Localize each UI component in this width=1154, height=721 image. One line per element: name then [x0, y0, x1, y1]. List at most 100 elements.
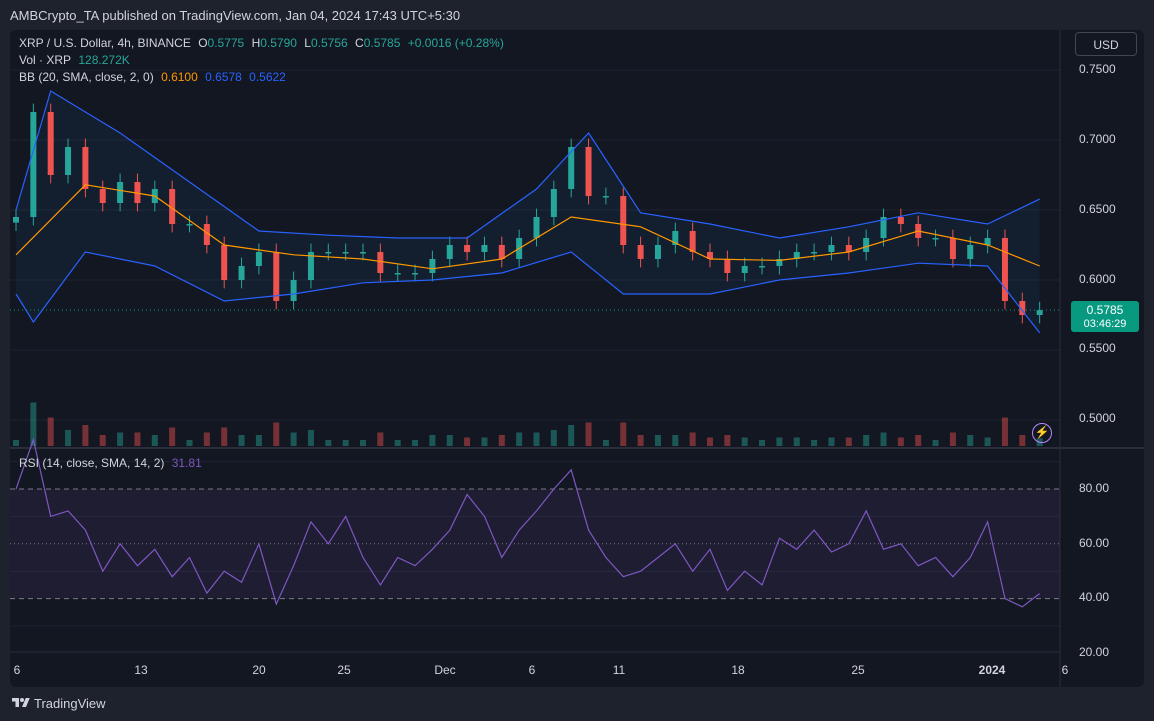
- rsi-tick-label: 80.00: [1079, 481, 1110, 495]
- candle-body: [47, 112, 54, 175]
- volume-bar: [481, 437, 488, 446]
- candle-body: [585, 147, 592, 196]
- candle-body: [897, 217, 904, 224]
- volume-bar: [949, 432, 956, 446]
- candle-body: [654, 245, 661, 259]
- candle-body: [637, 245, 644, 259]
- candle-body: [13, 217, 19, 223]
- candle-body: [273, 252, 280, 301]
- volume-bar: [255, 435, 262, 446]
- volume-bar: [30, 402, 37, 446]
- volume-bar: [47, 417, 54, 446]
- candle-body: [967, 245, 974, 259]
- y-tick-label: 0.7000: [1079, 132, 1116, 146]
- volume-bar: [707, 437, 713, 446]
- volume-bar: [360, 440, 366, 446]
- candle-body: [533, 217, 540, 238]
- symbol-title[interactable]: XRP / U.S. Dollar, 4h, BINANCE: [19, 36, 191, 50]
- currency-button[interactable]: USD: [1075, 32, 1137, 56]
- volume-bar: [585, 422, 592, 446]
- lightning-icon[interactable]: ⚡: [1032, 423, 1052, 443]
- rsi-tick-label: 60.00: [1079, 536, 1110, 550]
- candle-body: [221, 245, 228, 280]
- bb-lower-value: 0.5622: [249, 70, 286, 84]
- volume-bar: [568, 425, 575, 446]
- volume-bar: [793, 437, 800, 446]
- volume-bar: [65, 430, 72, 446]
- candle-body: [984, 238, 991, 245]
- candle-body: [689, 231, 696, 252]
- volume-bar: [203, 432, 210, 446]
- candle-body: [1001, 238, 1008, 301]
- volume-bar: [863, 435, 870, 446]
- candle-body: [65, 147, 72, 175]
- low-label: L: [304, 36, 311, 50]
- candle-body: [377, 252, 384, 273]
- volume-bar: [984, 437, 991, 446]
- candle-body: [880, 217, 887, 238]
- x-tick-label: 25: [337, 663, 351, 677]
- volume-bar: [1019, 435, 1026, 446]
- candle-body: [759, 266, 766, 268]
- candle-body: [446, 245, 453, 259]
- candle-body: [724, 259, 731, 273]
- chart-frame[interactable]: XRP / U.S. Dollar, 4h, BINANCE O0.5775 H…: [10, 30, 1144, 687]
- volume-bar: [967, 435, 974, 446]
- volume-bar: [880, 432, 887, 446]
- bb-band-fill: [16, 91, 1040, 333]
- candle-body: [412, 273, 419, 275]
- candle-body: [360, 252, 366, 254]
- candle-body: [672, 231, 679, 245]
- candle-body: [1036, 310, 1043, 315]
- candle-body: [949, 238, 956, 259]
- y-tick-label: 0.7500: [1079, 62, 1116, 76]
- tradingview-logo-icon: [12, 698, 30, 707]
- candle-body: [707, 252, 713, 259]
- candle-body: [620, 196, 627, 245]
- volume-bar: [169, 427, 176, 446]
- publisher-text: AMBCrypto_TA published on TradingView.co…: [10, 8, 461, 23]
- change-value: +0.0016 (+0.28%): [407, 36, 504, 50]
- y-tick-label: 0.5500: [1079, 341, 1116, 355]
- candle-body: [82, 147, 89, 189]
- volume-bar: [151, 435, 158, 446]
- volume-bar: [377, 432, 384, 446]
- volume-bar: [13, 440, 19, 446]
- candle-body: [238, 266, 245, 280]
- volume-bar: [932, 440, 939, 446]
- bar-countdown: 03:46:29: [1083, 318, 1127, 330]
- candle-body: [1019, 301, 1026, 315]
- x-tick-label: 18: [731, 663, 745, 677]
- volume-bar: [307, 430, 314, 446]
- volume-bar: [117, 432, 124, 446]
- candle-body: [394, 273, 401, 275]
- candle-body: [602, 196, 609, 198]
- x-tick-label: Dec: [434, 663, 456, 677]
- volume-bar: [290, 432, 297, 446]
- candle-body: [134, 182, 141, 203]
- candle-body: [290, 280, 297, 301]
- volume-bar: [897, 437, 904, 446]
- bb-lower-line: [15, 251, 1041, 334]
- open-label: O: [198, 36, 208, 50]
- footer: TradingView: [0, 690, 1154, 721]
- close-label: C: [355, 36, 364, 50]
- candle-body: [793, 252, 800, 259]
- volume-bar: [82, 425, 89, 446]
- rsi-tick-label: 40.00: [1079, 590, 1110, 604]
- bb-label[interactable]: BB (20, SMA, close, 2, 0): [19, 70, 154, 84]
- candle-body: [776, 259, 783, 266]
- y-tick-label: 0.6500: [1079, 202, 1116, 216]
- candle-body: [481, 245, 488, 252]
- volume-bar: [1001, 417, 1008, 446]
- chart-svg[interactable]: [10, 30, 1144, 687]
- candle-body: [117, 182, 124, 203]
- volume-label[interactable]: Vol · XRP: [19, 53, 72, 67]
- last-price-tag: 0.5785 03:46:29: [1071, 301, 1139, 332]
- rsi-label[interactable]: RSI (14, close, SMA, 14, 2): [19, 456, 165, 470]
- volume-bar: [672, 435, 679, 446]
- candle-body: [342, 252, 349, 254]
- rsi-value: 31.81: [171, 456, 202, 470]
- volume-value: 128.272K: [78, 53, 130, 67]
- volume-bar: [464, 437, 471, 446]
